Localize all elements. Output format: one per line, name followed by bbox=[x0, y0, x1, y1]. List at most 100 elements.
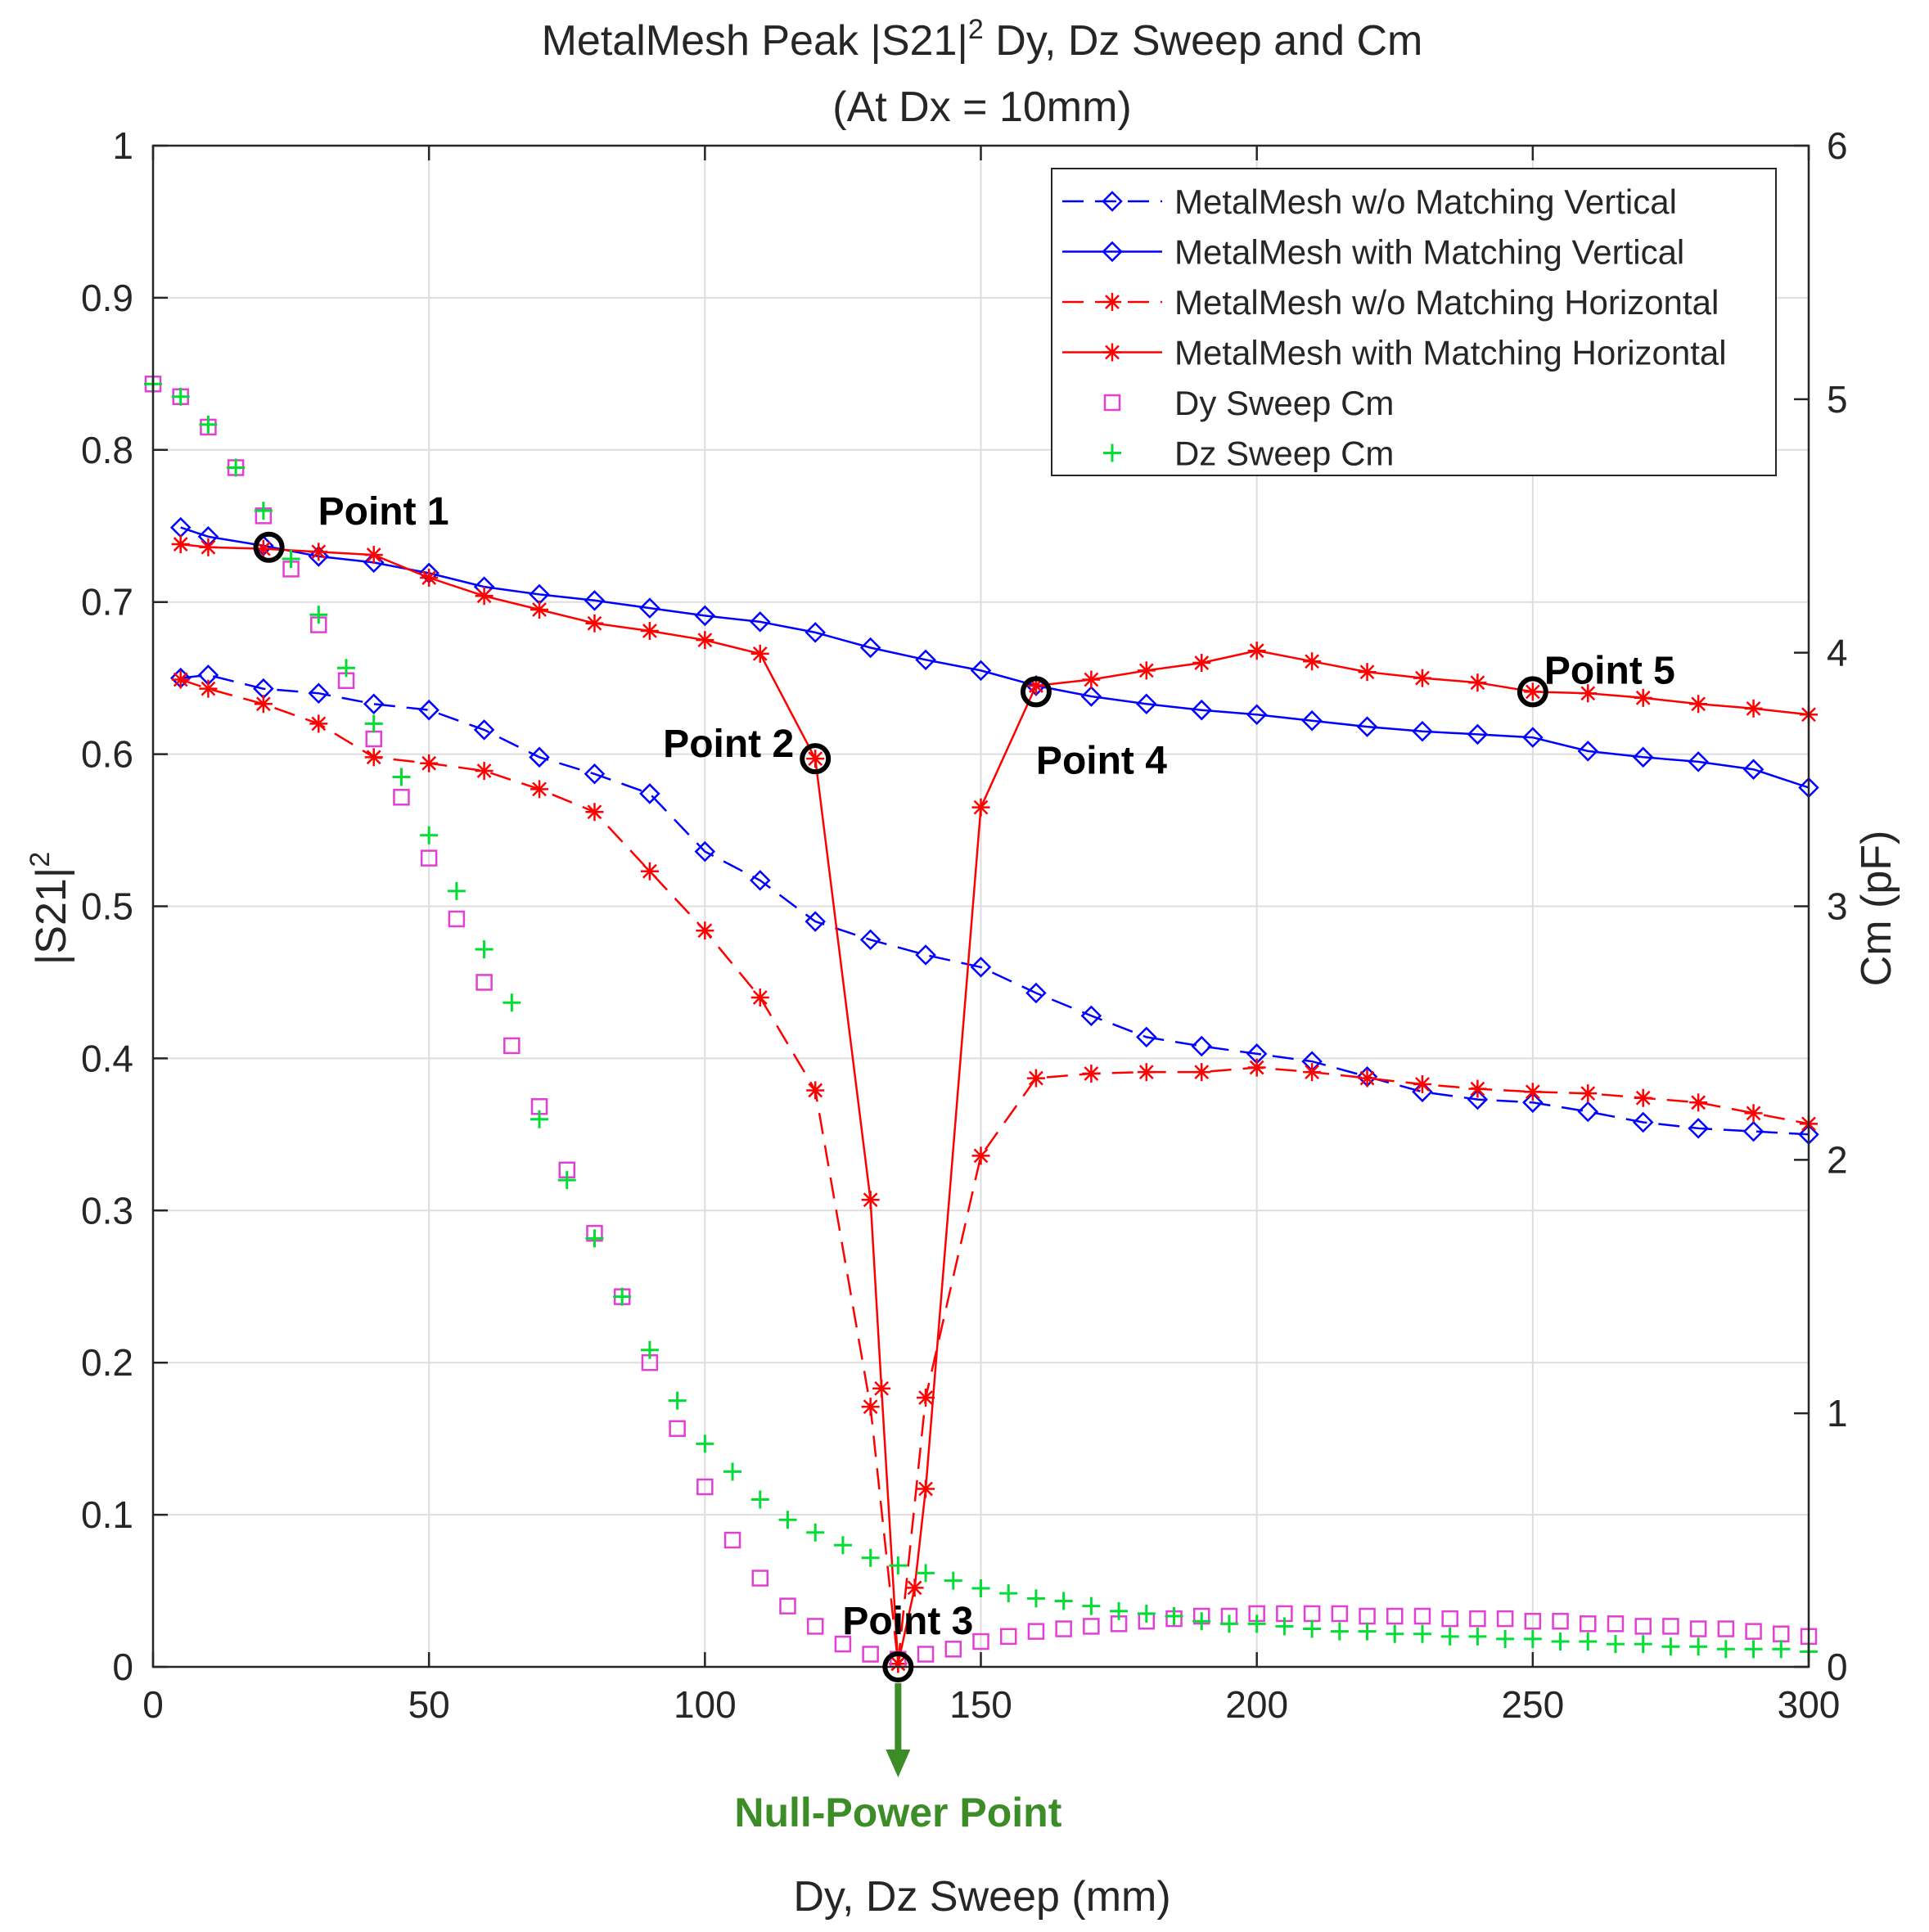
legend: MetalMesh w/o Matching Vertical MetalMesh… bbox=[1051, 168, 1777, 476]
series-4-point bbox=[309, 543, 328, 561]
series-6-point bbox=[503, 993, 521, 1012]
series-6-point bbox=[1634, 1635, 1652, 1654]
series-5-point bbox=[972, 1633, 989, 1651]
series-1-point bbox=[1522, 1092, 1544, 1114]
series-5-point bbox=[1552, 1612, 1569, 1630]
series-3-point-d2 bbox=[1138, 1065, 1154, 1080]
series-4-point-d2 bbox=[476, 588, 492, 604]
legend-marker-d2 bbox=[1105, 295, 1120, 309]
series-6-point bbox=[1606, 1635, 1625, 1654]
series-4-point-d2 bbox=[1415, 670, 1430, 686]
ticks-layer: 0 50 100 150 200 250 30000.10.20.30.40.50.60.7… bbox=[81, 124, 1848, 1726]
series-4-point-d2 bbox=[173, 537, 188, 552]
annotations-layer: Point 1 Point 2 Point 3 Point 4 Point 5 bbox=[253, 490, 1675, 1682]
chart-title-rest: Dy, Dz Sweep and Cm bbox=[984, 17, 1423, 65]
series-4-point bbox=[1523, 682, 1542, 701]
x-tick-label: 300 bbox=[1778, 1683, 1841, 1726]
series-4-point-d2 bbox=[1084, 672, 1099, 687]
series-2-point bbox=[1467, 723, 1489, 745]
series-3-point bbox=[364, 748, 383, 767]
series-3-point bbox=[917, 1388, 935, 1407]
series-1-point bbox=[1080, 1005, 1102, 1027]
series-6-point bbox=[833, 1536, 852, 1555]
series-6-point bbox=[171, 387, 190, 406]
series-1-point bbox=[529, 746, 550, 768]
series-6-point bbox=[199, 415, 218, 434]
series-3-point-d2 bbox=[1305, 1065, 1319, 1080]
null-power-arrow bbox=[886, 1683, 911, 1777]
series-6-point bbox=[917, 1564, 935, 1583]
legend-label: Dy Sweep Cm bbox=[1174, 384, 1394, 422]
series-3-point-d2 bbox=[1084, 1066, 1099, 1081]
series-1-point bbox=[805, 911, 826, 932]
series-6-point bbox=[1275, 1617, 1294, 1636]
series-3-point bbox=[696, 921, 714, 940]
series-6-point bbox=[640, 1340, 659, 1359]
series-5-point bbox=[1413, 1607, 1431, 1625]
series-3-point-d2 bbox=[1194, 1065, 1210, 1080]
series-2-point bbox=[749, 611, 771, 633]
y-tick-label: 0.5 bbox=[81, 885, 133, 928]
series-6-point bbox=[806, 1523, 825, 1542]
series-4-point-d2 bbox=[907, 1580, 922, 1596]
series-4-point-d2 bbox=[808, 751, 823, 767]
series-3-point bbox=[1468, 1079, 1487, 1098]
series-3-point bbox=[1247, 1058, 1266, 1077]
series-6-point bbox=[889, 1556, 908, 1575]
series-6-point bbox=[1192, 1612, 1211, 1631]
series-3-point bbox=[475, 762, 494, 781]
legend-marker bbox=[1103, 343, 1121, 362]
series-4-point-d2 bbox=[201, 539, 216, 555]
series-3-point-d2 bbox=[476, 763, 492, 778]
series-1-point bbox=[1025, 982, 1047, 1004]
series-4-point bbox=[199, 538, 218, 556]
series-5-point bbox=[999, 1628, 1017, 1646]
series-1-point bbox=[473, 719, 495, 741]
series-2-point bbox=[915, 649, 936, 671]
series-4-point-d2 bbox=[1249, 643, 1264, 659]
series-4-point bbox=[1082, 670, 1101, 689]
series-6-point bbox=[475, 940, 494, 959]
series-4-point-d2 bbox=[311, 544, 327, 560]
series-6-point bbox=[282, 550, 300, 569]
series-3-point-d2 bbox=[532, 781, 547, 797]
series-4-point bbox=[872, 1379, 891, 1398]
series-layer bbox=[144, 375, 1819, 1673]
y-tick-label: 0.7 bbox=[81, 581, 133, 624]
y-right-tick-label: 0 bbox=[1827, 1646, 1848, 1688]
legend-marker bbox=[1102, 241, 1123, 263]
legend-label: MetalMesh w/o Matching Horizontal bbox=[1174, 283, 1719, 322]
y-tick-label: 0.9 bbox=[81, 277, 133, 319]
chart-title-main: MetalMesh Peak |S21| bbox=[542, 17, 968, 65]
series-4-point bbox=[750, 644, 769, 663]
series-4-point bbox=[420, 568, 439, 587]
series-3-point bbox=[1082, 1064, 1101, 1083]
series-4-point bbox=[806, 750, 825, 768]
series-1-point bbox=[1688, 1118, 1709, 1139]
y-tick-label: 0.3 bbox=[81, 1189, 133, 1232]
series-1-point bbox=[1742, 1120, 1764, 1142]
series-3-point-d2 bbox=[1415, 1077, 1430, 1092]
series-5-point bbox=[669, 1420, 686, 1438]
series-5-point bbox=[834, 1635, 852, 1653]
series-4-point bbox=[171, 535, 190, 554]
series-5-point bbox=[1441, 1610, 1458, 1628]
y-right-tick-label: 5 bbox=[1827, 378, 1848, 421]
series-1-point bbox=[859, 929, 881, 951]
series-4-point bbox=[364, 546, 383, 565]
series-6-point bbox=[1689, 1637, 1708, 1656]
series-4-point bbox=[1634, 688, 1652, 707]
chart-title-sup: 2 bbox=[968, 14, 984, 45]
legend-marker-d2 bbox=[1105, 345, 1120, 360]
series-3-point-d2 bbox=[201, 681, 216, 696]
series-5-point bbox=[806, 1618, 824, 1635]
series-3-point-d2 bbox=[1470, 1081, 1485, 1097]
series-6-point bbox=[613, 1287, 632, 1306]
legend-box bbox=[1051, 168, 1777, 476]
series-3-point-d2 bbox=[918, 1390, 933, 1405]
series-1-point bbox=[308, 682, 330, 705]
series-6-point bbox=[1247, 1615, 1266, 1633]
series-4-point bbox=[530, 600, 549, 619]
series-3-point-d2 bbox=[808, 1083, 823, 1098]
